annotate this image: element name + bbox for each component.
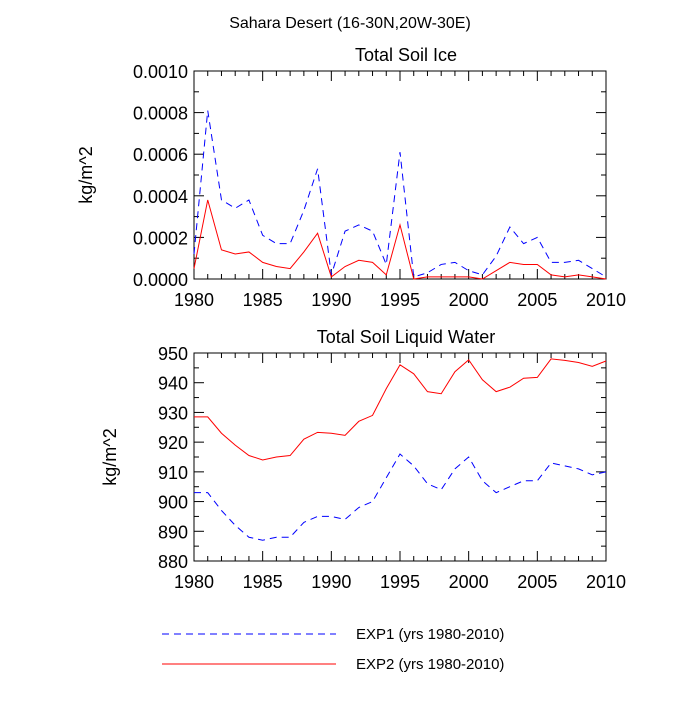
x-tick-label: 2005 bbox=[517, 572, 557, 592]
y-tick-label: 0.0006 bbox=[133, 145, 188, 165]
legend-label-exp2: EXP2 (yrs 1980-2010) bbox=[356, 656, 504, 673]
panel-title: Total Soil Ice bbox=[355, 45, 457, 65]
x-tick-label: 1985 bbox=[243, 572, 283, 592]
x-tick-label: 2000 bbox=[449, 572, 489, 592]
x-tick-label: 2010 bbox=[586, 290, 626, 310]
x-tick-label: 1990 bbox=[311, 290, 351, 310]
y-tick-label: 900 bbox=[158, 493, 188, 513]
x-tick-label: 1995 bbox=[380, 572, 420, 592]
x-tick-label: 1995 bbox=[380, 290, 420, 310]
y-axis-label: kg/m^2 bbox=[76, 146, 96, 203]
legend: EXP1 (yrs 1980-2010) EXP2 (yrs 1980-2010) bbox=[162, 626, 504, 673]
y-tick-label: 910 bbox=[158, 463, 188, 483]
x-tick-label: 2005 bbox=[517, 290, 557, 310]
figure-title: Sahara Desert (16-30N,20W-30E) bbox=[229, 15, 471, 32]
x-tick-label: 1980 bbox=[174, 290, 214, 310]
x-tick-label: 2010 bbox=[586, 572, 626, 592]
panel-title: Total Soil Liquid Water bbox=[317, 327, 495, 347]
x-tick-label: 1990 bbox=[311, 572, 351, 592]
y-tick-label: 940 bbox=[158, 374, 188, 394]
series-line-exp1 bbox=[193, 110, 607, 278]
y-tick-label: 890 bbox=[158, 522, 188, 542]
y-tick-label: 930 bbox=[158, 403, 188, 423]
plot-frame bbox=[193, 70, 607, 280]
series-line-exp1 bbox=[194, 453, 607, 541]
y-tick-label: 0.0010 bbox=[133, 62, 188, 82]
series-line-exp2 bbox=[193, 199, 607, 280]
y-tick-label: 950 bbox=[158, 344, 188, 364]
y-tick-label: 880 bbox=[158, 552, 188, 572]
panel-1: Total Soil Ice kg/m^2 1980 1985 1990 1995 2000… bbox=[76, 45, 626, 310]
x-tick-label: 2000 bbox=[449, 290, 489, 310]
y-tick-label: 0.0004 bbox=[133, 187, 188, 207]
plot-frame bbox=[193, 352, 607, 562]
panel-2: Total Soil Liquid Water kg/m^2 1980 1985 199… bbox=[100, 327, 626, 592]
x-tick-label: 1985 bbox=[243, 290, 283, 310]
y-axis-label: kg/m^2 bbox=[100, 428, 120, 485]
legend-label-exp1: EXP1 (yrs 1980-2010) bbox=[356, 626, 504, 643]
y-tick-label: 0.0002 bbox=[133, 228, 188, 248]
x-tick-label: 1980 bbox=[174, 572, 214, 592]
series-line-exp2 bbox=[194, 358, 607, 461]
y-tick-label: 0.0000 bbox=[133, 270, 188, 290]
y-tick-label: 920 bbox=[158, 433, 188, 453]
y-tick-label: 0.0008 bbox=[133, 104, 188, 124]
